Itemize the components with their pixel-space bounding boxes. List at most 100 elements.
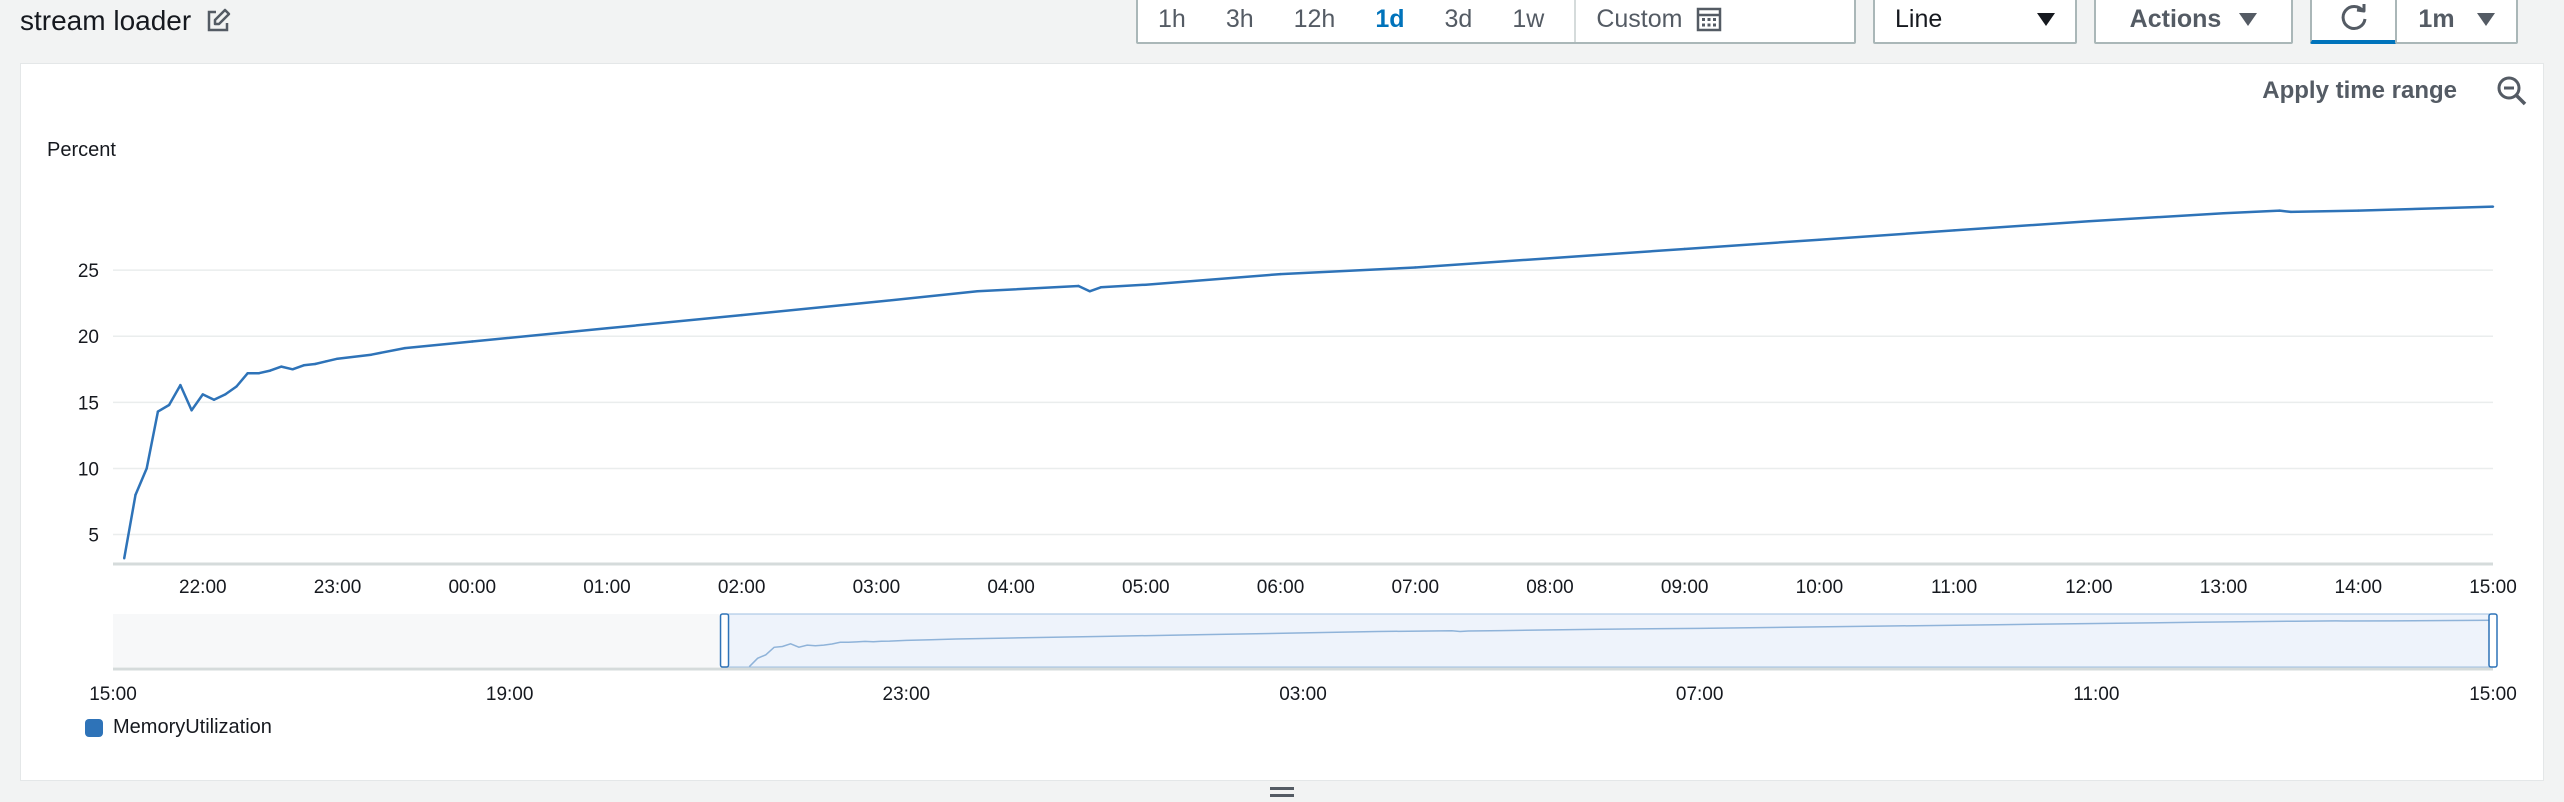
x-tick-label: 23:00 [314, 577, 362, 598]
range-12h[interactable]: 12h [1293, 4, 1336, 33]
data-point [875, 300, 878, 304]
legend-swatch [85, 718, 103, 737]
custom-range-label: Custom [1596, 4, 1683, 33]
data-point [1279, 272, 1282, 276]
x-tick-label: 10:00 [1796, 577, 1844, 598]
data-point [257, 372, 261, 375]
data-point [1144, 283, 1148, 286]
data-point [235, 385, 238, 388]
data-point [2087, 219, 2091, 223]
range-1w[interactable]: 1w [1512, 4, 1545, 33]
y-tick-label: 25 [78, 261, 99, 282]
x-tick-label: 06:00 [1257, 577, 1305, 598]
data-point [605, 327, 609, 330]
x-tick-label: 03:00 [853, 577, 901, 598]
x-tick-label: 07:00 [1391, 577, 1439, 598]
data-point [976, 290, 979, 293]
data-point [2289, 210, 2293, 214]
navigator-series-line [748, 619, 2494, 668]
x-tick-label: 05:00 [1122, 577, 1170, 598]
data-point [336, 357, 339, 360]
y-tick-label: 15 [78, 393, 99, 414]
x-tick-label: 11:00 [1931, 577, 1977, 598]
calendar-icon [1697, 7, 1722, 32]
navigator-x-tick-label: 19:00 [486, 684, 534, 705]
y-axis-label: Percent [47, 139, 116, 161]
data-point [403, 346, 407, 350]
data-point [212, 398, 216, 401]
data-point [123, 557, 126, 560]
y-tick-label: 5 [88, 526, 99, 547]
data-point [1548, 257, 1552, 260]
data-point [190, 409, 193, 412]
x-tick-label: 04:00 [987, 577, 1035, 598]
refresh-icon [2341, 4, 2366, 30]
chart-type-select[interactable]: Line [1873, 0, 2077, 44]
actions-dropdown[interactable]: Actions [2094, 0, 2293, 44]
navigator-x-tick-label: 23:00 [883, 684, 931, 705]
data-point [167, 403, 171, 407]
x-tick-label: 08:00 [1526, 577, 1574, 598]
range-1d[interactable]: 1d [1375, 4, 1405, 33]
data-point [224, 393, 227, 396]
data-point [201, 393, 205, 396]
y-tick-label: 10 [78, 459, 99, 480]
data-point [1683, 247, 1686, 251]
data-point [313, 362, 317, 366]
navigator-x-tick-label: 11:00 [2073, 684, 2119, 705]
edit-icon[interactable] [205, 7, 233, 35]
y-tick-label: 20 [78, 327, 99, 348]
x-tick-label: 01:00 [583, 577, 631, 598]
range-3h[interactable]: 3h [1225, 4, 1254, 33]
resize-handle[interactable] [1270, 787, 1294, 801]
data-point [2357, 209, 2360, 212]
x-tick-label: 14:00 [2335, 577, 2383, 598]
data-point [1088, 290, 1091, 293]
chart-panel: Apply time range Percent 5 10 15 20 25 22:00 2… [20, 63, 2544, 781]
chart-type-value: Line [1895, 4, 1943, 33]
data-point [1414, 266, 1417, 269]
data-point [1099, 286, 1103, 289]
navigator-x-tick-label: 15:00 [2469, 684, 2517, 705]
x-tick-label: 13:00 [2200, 577, 2248, 598]
range-1h[interactable]: 1h [1158, 4, 1186, 33]
navigator-x-tick-label: 07:00 [1676, 684, 1724, 705]
x-tick-label: 00:00 [448, 577, 496, 598]
navigator-handle-right [2488, 613, 2498, 668]
caret-down-icon [2239, 12, 2258, 26]
x-tick-label: 02:00 [718, 577, 766, 598]
data-point [179, 383, 182, 387]
data-point [2278, 209, 2281, 212]
x-tick-label: 09:00 [1661, 577, 1709, 598]
refresh-button[interactable] [2310, 0, 2397, 44]
refresh-interval-value: 1m [2418, 4, 2455, 33]
custom-range-button[interactable]: Custom [1576, 5, 1742, 34]
caret-down-icon [2476, 12, 2495, 26]
series-line-memoryutilization [122, 205, 2494, 559]
data-point [246, 372, 249, 375]
line-chart: 5 10 15 20 25 22:00 23:00 00:00 01:00 02:00 03:00 0… [78, 205, 2517, 705]
data-point [1077, 284, 1080, 288]
title-area: stream loader [20, 0, 233, 42]
data-point [156, 410, 160, 413]
data-point [2222, 212, 2225, 215]
apply-time-range-link[interactable]: Apply time range [2262, 77, 2457, 104]
range-3d[interactable]: 3d [1444, 4, 1473, 33]
widget-header: stream loader 1h 3h 12h 1d 3d 1w Custom … [0, 0, 2564, 62]
x-tick-label: 15:00 [2469, 577, 2517, 598]
caret-down-icon [2037, 12, 2055, 26]
navigator-x-tick-label: 03:00 [1279, 684, 1327, 705]
refresh-interval-dropdown[interactable]: 1m [2395, 0, 2518, 44]
chart-legend: MemoryUtilization [85, 716, 272, 739]
widget-title: stream loader [20, 5, 192, 36]
data-point [1952, 229, 1956, 232]
data-point [291, 368, 294, 371]
data-point [145, 467, 148, 470]
data-point [268, 369, 272, 372]
data-point [740, 313, 743, 317]
data-point [325, 360, 328, 363]
data-point [370, 353, 373, 356]
zoom-out-icon[interactable] [2495, 74, 2529, 108]
time-range-selector: 1h 3h 12h 1d 3d 1w Custom [1136, 0, 1856, 44]
legend-label[interactable]: MemoryUtilization [113, 716, 272, 738]
